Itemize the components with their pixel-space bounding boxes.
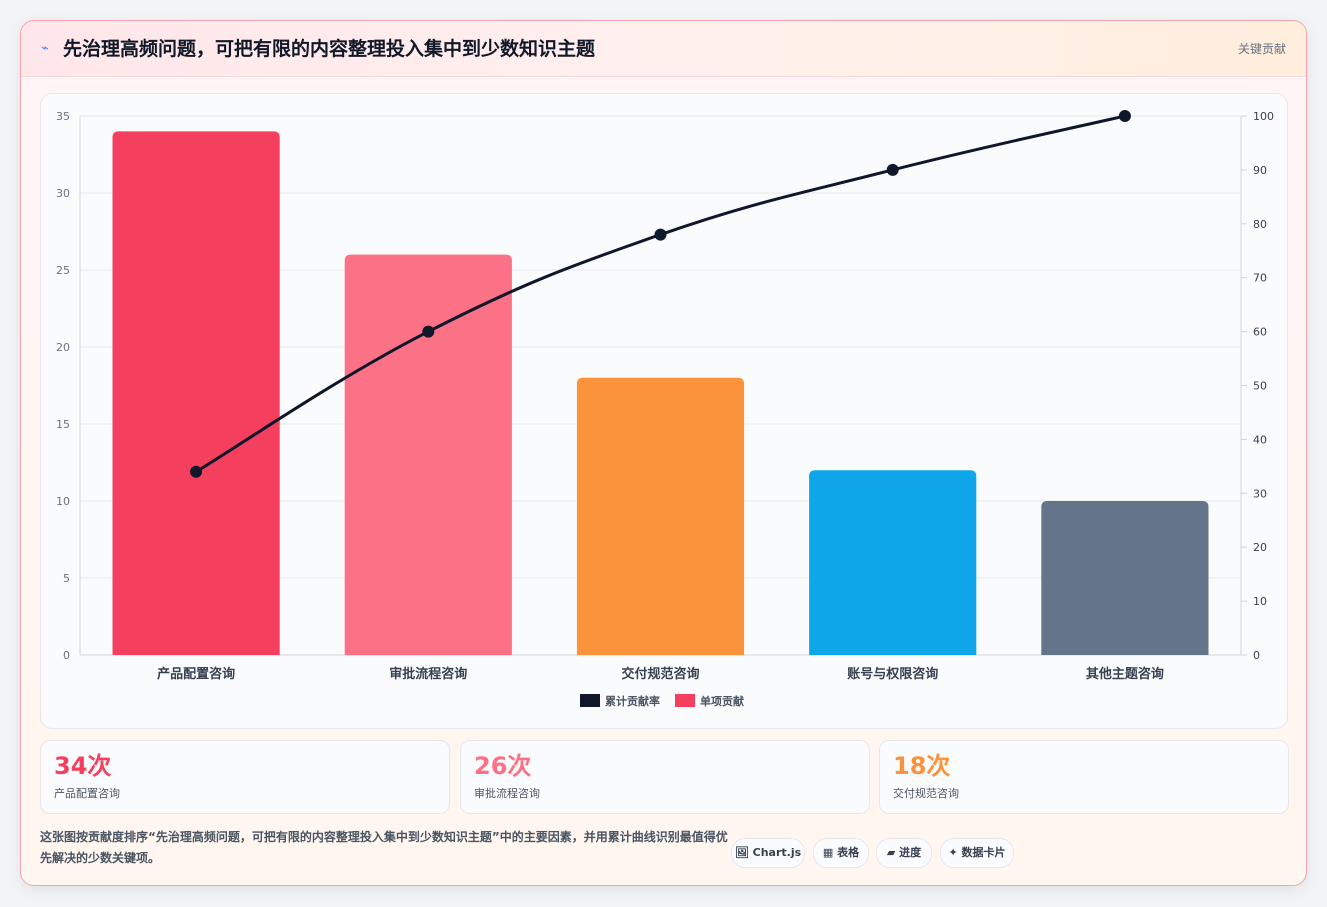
y-tick-label: 5: [63, 572, 70, 585]
y-tick-label: 25: [56, 264, 70, 277]
y2-tick-label: 10: [1253, 595, 1267, 608]
y-tick-label: 20: [56, 341, 70, 354]
legend-swatch-cumulative: [580, 694, 600, 707]
y2-tick-label: 90: [1253, 164, 1267, 177]
bar: [809, 470, 977, 655]
chart-panel: 0 5 10 15 20 25 30 35 0 10 20 30 40 50 60 70 80 90 100 产品配置…: [40, 93, 1288, 729]
cumulative-point: [190, 465, 203, 478]
bar: [576, 377, 745, 655]
cumulative-point: [1118, 110, 1131, 122]
y2-tick-label: 80: [1253, 218, 1267, 231]
y2-tick-label: 60: [1253, 326, 1267, 339]
y2-tick-label: 40: [1253, 433, 1267, 446]
y-tick-label: 0: [63, 649, 70, 662]
chip-table[interactable]: ▦ 表格: [813, 838, 869, 868]
cumulative-point: [654, 228, 667, 241]
x-tick-label: 其他主题咨询: [1086, 666, 1164, 682]
y2-tick-label: 0: [1253, 649, 1260, 662]
y2-tick-label: 20: [1253, 541, 1267, 554]
stat-label: 审批流程咨询: [474, 787, 540, 800]
pareto-chart: 0 5 10 15 20 25 30 35 0 10 20 30 40 50 60 70 80 90 100 产品配置…: [56, 110, 1274, 708]
y2-tick-label: 30: [1253, 487, 1267, 500]
stat-label: 交付规范咨询: [893, 787, 959, 800]
y2-tick-label: 50: [1253, 380, 1267, 393]
y-tick-label: 35: [56, 110, 70, 123]
header-tag: 关键贡献: [1237, 42, 1286, 56]
y2-tick-label: 70: [1253, 272, 1267, 285]
chip-chartjs[interactable]: 🖼 Chart.js: [731, 838, 805, 868]
stat-label: 产品配置咨询: [54, 787, 120, 800]
bar: [344, 254, 512, 655]
y-tick-label: 30: [56, 187, 70, 200]
stat-value: 26次: [474, 752, 532, 780]
stat-value: 34次: [54, 752, 112, 780]
chip-progress[interactable]: ▰ 进度: [876, 838, 932, 868]
bar: [112, 131, 280, 655]
card-header: ⌁ 先治理高频问题，可把有限的内容整理投入集中到少数知识主题 关键贡献: [21, 21, 1306, 77]
legend-label: 单项贡献: [700, 694, 744, 708]
stat-cards: 34次 产品配置咨询 26次 审批流程咨询 18次 交付规范咨询: [40, 740, 1289, 814]
legend-label: 累计贡献率: [605, 694, 660, 708]
stat-card: 18次 交付规范咨询: [879, 740, 1289, 814]
x-tick-label: 产品配置咨询: [157, 666, 235, 682]
cumulative-point: [422, 325, 435, 338]
y-tick-label: 15: [56, 418, 70, 431]
x-tick-label: 账号与权限咨询: [847, 666, 938, 682]
cumulative-point: [886, 163, 899, 176]
stat-card: 34次 产品配置咨询: [40, 740, 450, 814]
x-tick-label: 审批流程咨询: [389, 666, 467, 682]
x-tick-label: 交付规范咨询: [621, 666, 699, 682]
legend-swatch-bar: [675, 694, 695, 707]
chip-data-card[interactable]: ✦ 数据卡片: [940, 838, 1014, 868]
y-tick-label: 10: [56, 495, 70, 508]
card-title: 先治理高频问题，可把有限的内容整理投入集中到少数知识主题: [63, 38, 596, 60]
chart-card: ⌁ 先治理高频问题，可把有限的内容整理投入集中到少数知识主题 关键贡献 0 5 10…: [20, 20, 1307, 886]
lightning-icon: ⌁: [41, 41, 49, 56]
chart-description: 这张图按贡献度排序“先治理高频问题，可把有限的内容整理投入集中到少数知识主题”中…: [40, 830, 728, 865]
bar: [1041, 501, 1209, 655]
y2-tick-label: 100: [1253, 110, 1274, 123]
stat-value: 18次: [893, 752, 951, 780]
stat-card: 26次 审批流程咨询: [460, 740, 870, 814]
